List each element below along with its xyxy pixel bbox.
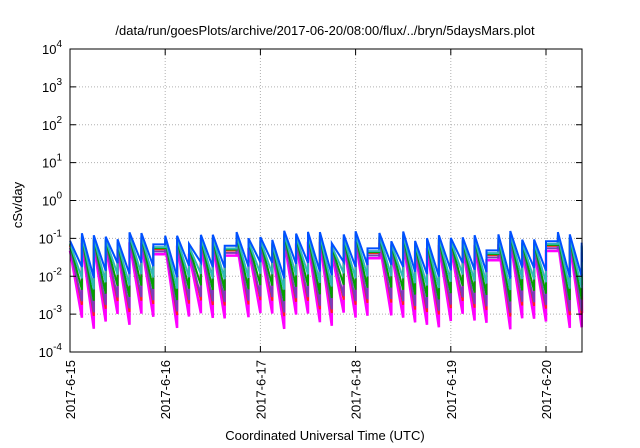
x-tick-label: 2017-6-19 [444,360,459,419]
y-tick-label: 101 [42,153,62,171]
x-tick-label: 2017-6-20 [539,360,554,419]
y-tick-label: 10-3 [39,304,63,322]
x-tick-label: 2017-6-17 [253,360,268,419]
y-tick-label: 100 [42,191,62,209]
y-axis-label: cSv/day [10,181,25,228]
plot-frame [69,48,583,353]
x-tick-label: 2017-6-18 [349,360,364,419]
series-group [68,230,584,330]
y-tick-label: 10-1 [39,228,63,246]
grid-lines [70,49,582,352]
x-axis-label: Coordinated Universal Time (UTC) [225,428,424,443]
y-tick-label: 10-4 [39,342,63,360]
tick-group: 10-4 10-3 10-2 10-1 100 101 102 103 104 2017-6-15… [39,39,582,419]
y-tick-label: 104 [42,39,62,57]
x-tick-label: 2017-6-16 [158,360,173,419]
chart-title: /data/run/goesPlots/archive/2017-06-20/0… [115,23,535,38]
y-tick-label: 103 [42,77,62,95]
y-tick-label: 102 [42,115,62,133]
x-tick-label: 2017-6-15 [63,360,78,419]
y-tick-label: 10-2 [39,266,63,284]
series-line-5 [69,230,583,279]
